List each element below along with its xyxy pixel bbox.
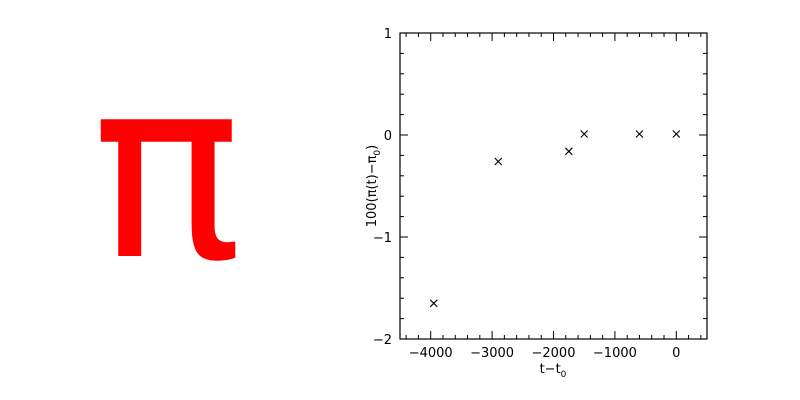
plot-frame <box>399 32 708 340</box>
data-point <box>580 130 589 138</box>
y-tick-label: −1 <box>373 231 392 246</box>
data-point-stroke <box>494 157 503 166</box>
y-tick-label: −2 <box>373 333 392 348</box>
y-axis-label: 100(π(t)−π0) <box>365 145 383 227</box>
data-point <box>672 130 681 138</box>
data-point <box>429 299 438 308</box>
data-point-stroke <box>429 299 438 308</box>
data-point <box>494 157 503 166</box>
data-point-stroke <box>580 130 589 138</box>
x-tick-label: −2000 <box>532 346 576 361</box>
data-point <box>564 147 573 156</box>
pi-symbol: π <box>91 24 243 315</box>
data-point-stroke <box>564 147 573 156</box>
data-markers <box>429 130 681 308</box>
data-point-stroke <box>672 130 681 138</box>
data-point <box>635 130 644 138</box>
y-tick-label: 1 <box>384 27 392 42</box>
data-point-stroke <box>635 130 644 138</box>
x-tick-label: −3000 <box>470 346 514 361</box>
x-tick-label: −1000 <box>593 346 637 361</box>
x-axis-label: t−t0 <box>540 362 567 380</box>
tick-labels: −4000 −3000 −2000 −1000 0 −2 −1 0 1 <box>373 27 681 361</box>
x-tick-label: 0 <box>672 346 680 361</box>
major-ticks <box>400 32 707 340</box>
x-tick-label: −4000 <box>409 346 453 361</box>
minor-ticks <box>400 33 707 339</box>
y-tick-label: 0 <box>384 129 392 144</box>
